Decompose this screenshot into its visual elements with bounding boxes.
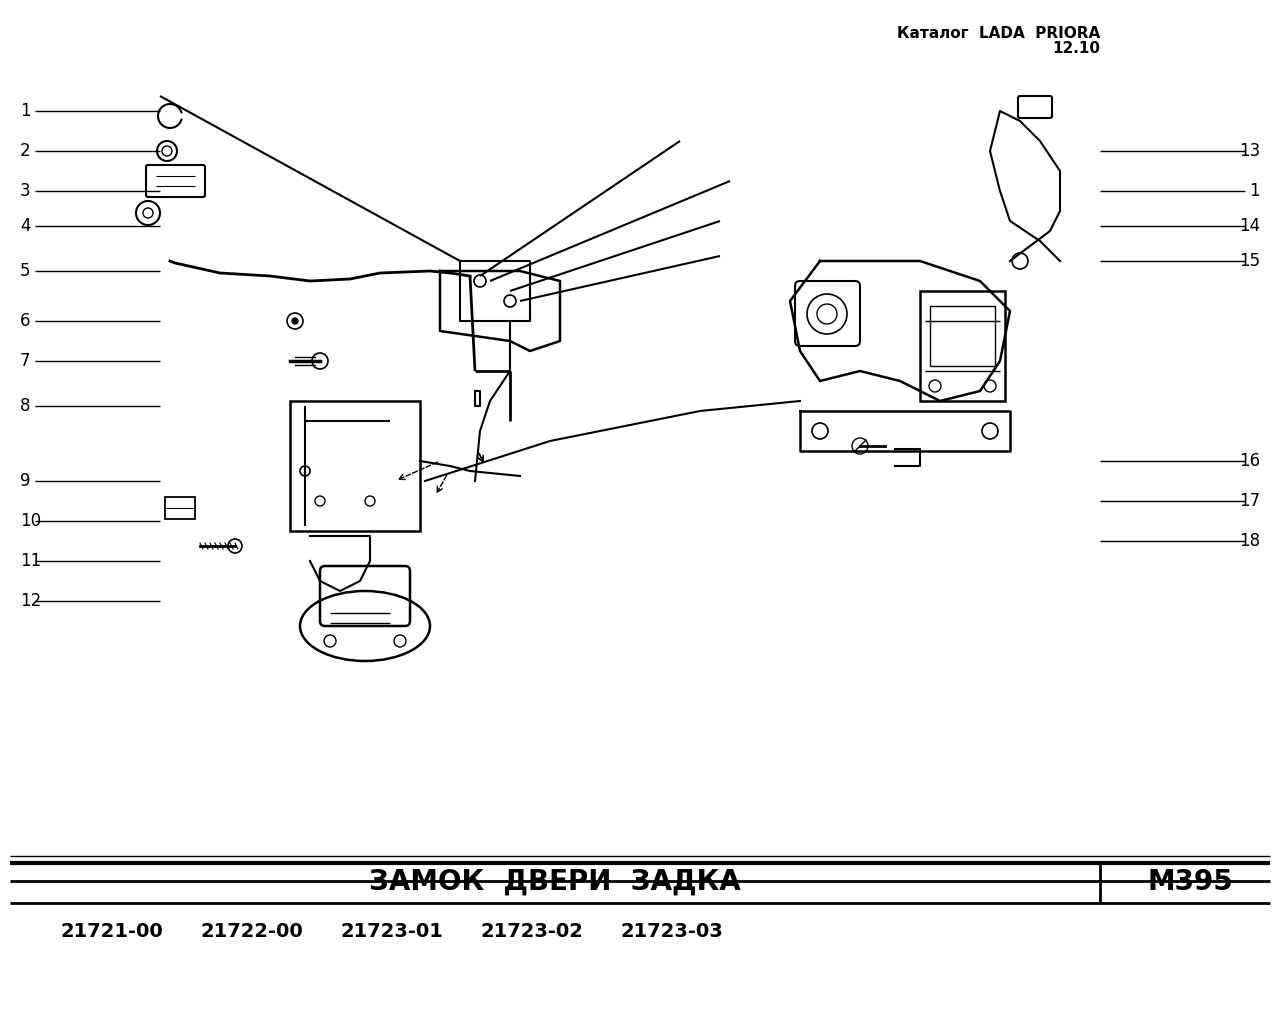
Text: М395: М395 [1147, 868, 1233, 896]
Text: 13: 13 [1239, 142, 1260, 160]
Text: 10: 10 [20, 512, 41, 530]
Text: 21723-03: 21723-03 [620, 922, 723, 940]
Text: 17: 17 [1239, 492, 1260, 510]
Text: 8: 8 [20, 397, 31, 415]
Text: Каталог  LADA  PRIORA: Каталог LADA PRIORA [897, 26, 1100, 41]
Circle shape [292, 318, 298, 324]
Text: 14: 14 [1239, 217, 1260, 235]
Text: 21721-00: 21721-00 [60, 922, 163, 940]
Text: 12: 12 [20, 592, 41, 610]
Text: 7: 7 [20, 352, 31, 370]
Text: 18: 18 [1239, 532, 1260, 550]
Text: 1: 1 [1249, 182, 1260, 200]
Bar [920, 291, 1005, 401]
Text: 1: 1 [20, 102, 31, 120]
Text: 5: 5 [20, 262, 31, 280]
Text: 3: 3 [20, 182, 31, 200]
Text: 16: 16 [1239, 452, 1260, 470]
Text: 15: 15 [1239, 252, 1260, 270]
Text: 11: 11 [20, 552, 41, 570]
Text: 21722-00: 21722-00 [200, 922, 303, 940]
Bar [931, 306, 995, 366]
Bar [291, 401, 420, 531]
Text: ЗАМОК  ДВЕРИ  ЗАДКА: ЗАМОК ДВЕРИ ЗАДКА [369, 868, 741, 896]
Text: 4: 4 [20, 217, 31, 235]
Bar [165, 497, 195, 519]
Text: 6: 6 [20, 312, 31, 330]
Text: 2: 2 [20, 142, 31, 160]
Text: 9: 9 [20, 472, 31, 490]
Text: 21723-02: 21723-02 [480, 922, 582, 940]
Text: 21723-01: 21723-01 [340, 922, 443, 940]
Text: 12.10: 12.10 [1052, 41, 1100, 56]
